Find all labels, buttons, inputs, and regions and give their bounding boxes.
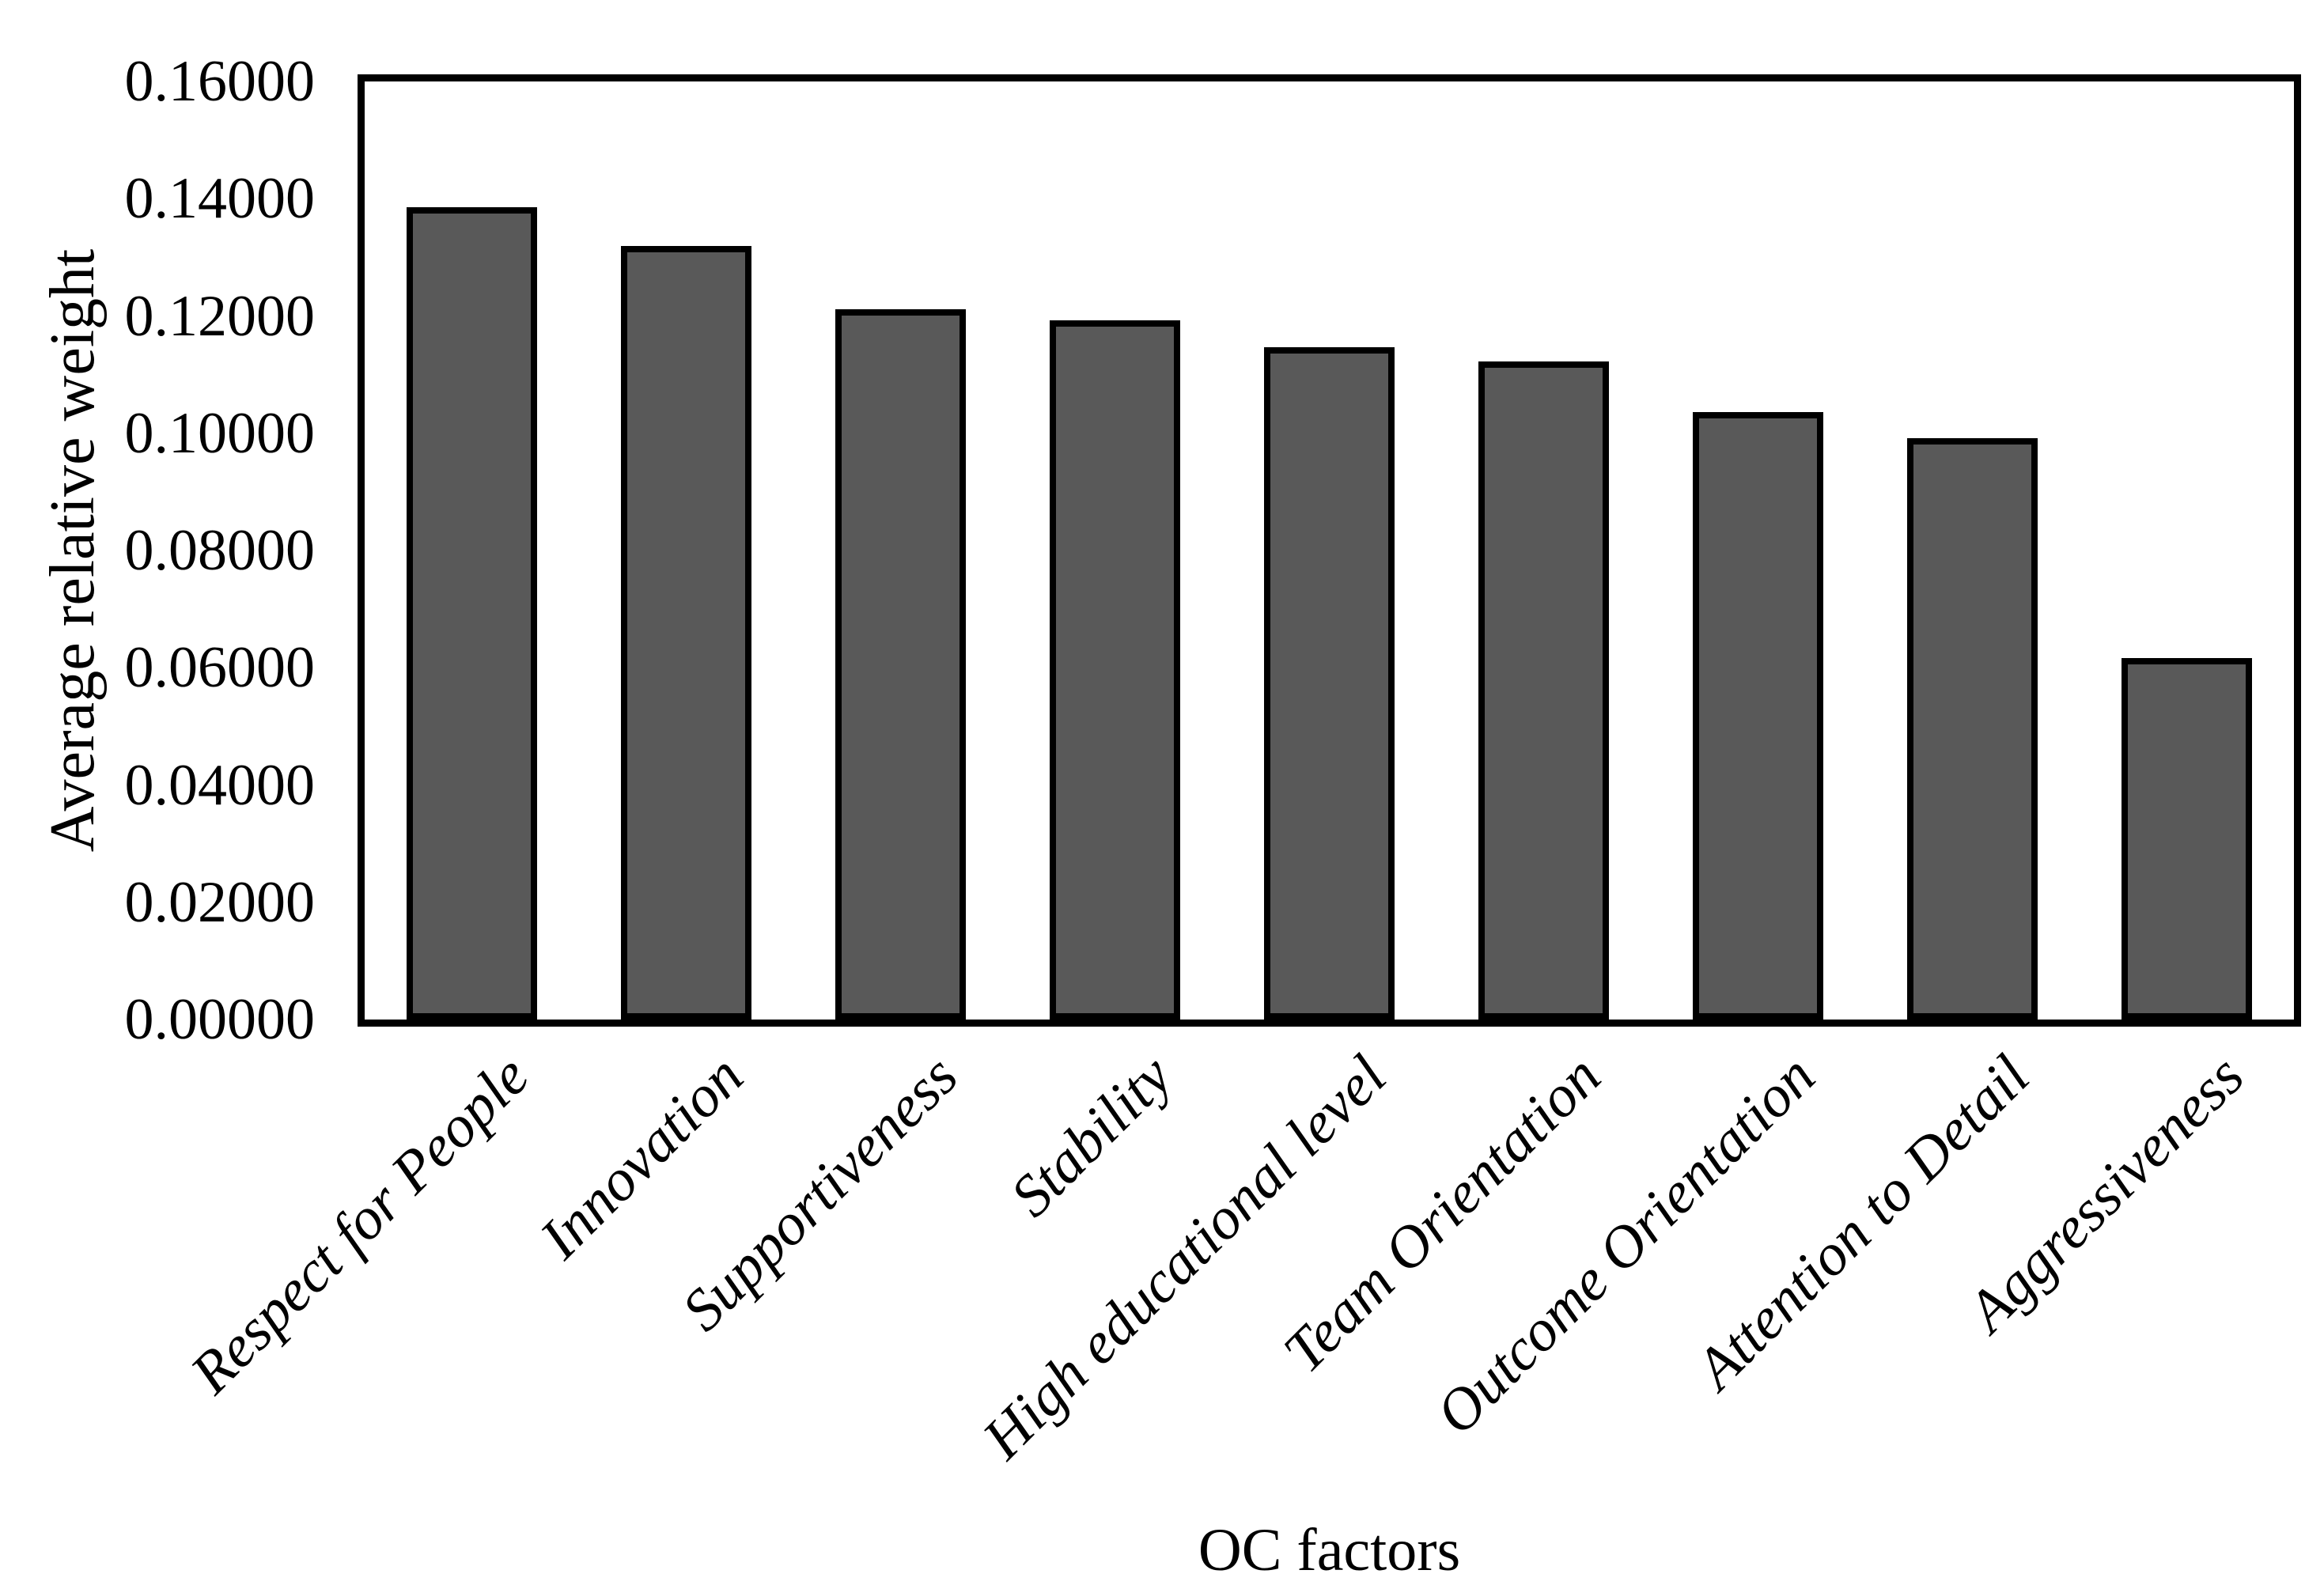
y-tick-label: 0.14000 <box>124 166 316 231</box>
bar-innovation <box>621 246 751 1020</box>
x-category-label: Outcome Orientation <box>1423 1042 1828 1447</box>
y-tick-label: 0.04000 <box>124 753 316 818</box>
x-category-label: Stability <box>997 1042 1185 1230</box>
bar-supportiveness <box>835 309 966 1020</box>
bar-attention-to-detail <box>1907 438 2038 1020</box>
y-tick-label: 0.00000 <box>124 987 316 1052</box>
plot-area <box>358 74 2301 1027</box>
bar-high-educational-level <box>1264 347 1395 1020</box>
y-tick-label: 0.10000 <box>124 401 316 466</box>
bar-respect-for-people <box>407 207 537 1020</box>
bar-stability <box>1050 320 1180 1020</box>
bar-aggressiveness <box>2122 658 2252 1020</box>
y-tick-label: 0.12000 <box>124 284 316 349</box>
x-category-label: Respect for People <box>178 1042 542 1406</box>
y-tick-label: 0.08000 <box>124 518 316 583</box>
bar-team-orientation <box>1478 361 1609 1020</box>
y-tick-label: 0.02000 <box>124 870 316 935</box>
x-category-label: Innovation <box>527 1042 756 1272</box>
y-tick-label: 0.06000 <box>124 635 316 700</box>
x-category-label: High educational level <box>970 1042 1399 1472</box>
x-axis-title: OC factors <box>1198 1517 1461 1583</box>
y-tick-label: 0.16000 <box>124 49 316 114</box>
bar-outcome-orientation <box>1693 412 1823 1020</box>
